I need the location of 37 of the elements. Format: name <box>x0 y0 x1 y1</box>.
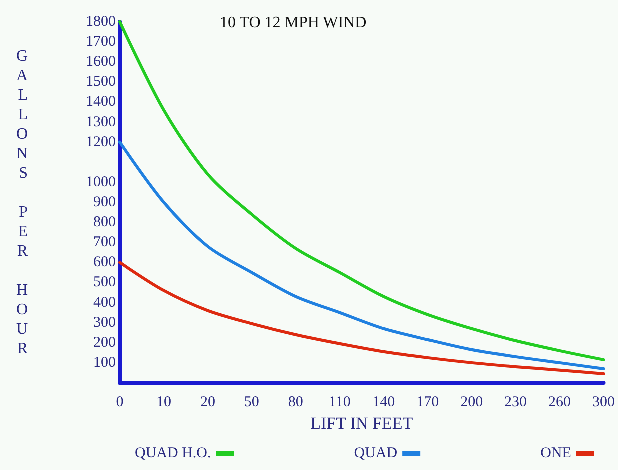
y-tick-label: 1700 <box>86 34 116 50</box>
x-tick-label: 260 <box>548 394 572 410</box>
y-tick-label: 700 <box>94 234 116 251</box>
line-series <box>118 140 606 370</box>
legend-label: QUAD <box>354 446 398 462</box>
x-axis-title: LIFT IN FEET <box>310 414 414 433</box>
y-tick-label: 1300 <box>86 114 116 130</box>
y-tick-label: 1000 <box>86 174 116 190</box>
x-tick-label: 200 <box>460 394 484 410</box>
x-tick-label: 110 <box>328 394 351 410</box>
y-tick-label: 800 <box>94 214 116 231</box>
x-tick-label: 80 <box>288 394 304 410</box>
y-tick-label: 400 <box>94 294 116 311</box>
y-tick-label: 900 <box>94 194 116 210</box>
text: GALLONS PER HOUR <box>16 48 28 358</box>
x-tick-label: 140 <box>372 394 396 410</box>
y-tick-label: 500 <box>94 274 116 291</box>
y-tick-label: 300 <box>94 314 116 331</box>
legend-label: QUAD H.O. <box>134 446 212 462</box>
y-tick-label: 1800 <box>86 14 116 30</box>
y-tick-label: 1500 <box>86 74 116 90</box>
y-tick-label: 1600 <box>86 54 116 70</box>
legend-label: ONE <box>540 446 572 462</box>
x-tick-label: 50 <box>244 394 260 410</box>
y-tick-label: 1400 <box>86 94 116 110</box>
x-tick-label: 300 <box>592 394 615 410</box>
x-tick-label: 20 <box>200 394 216 410</box>
y-tick-label: 100 <box>94 354 116 371</box>
x-tick-label: 170 <box>416 394 440 410</box>
x-tick-label: 10 <box>156 394 172 410</box>
y-tick-label: 1200 <box>86 134 116 150</box>
y-tick-label: 200 <box>94 334 116 351</box>
chart-title: 10 TO 12 MPH WIND <box>220 14 367 32</box>
line-series <box>118 261 606 376</box>
y-tick-label: 600 <box>94 254 116 271</box>
x-tick-label: 0 <box>116 394 124 410</box>
x-tick-label: 230 <box>504 394 528 410</box>
